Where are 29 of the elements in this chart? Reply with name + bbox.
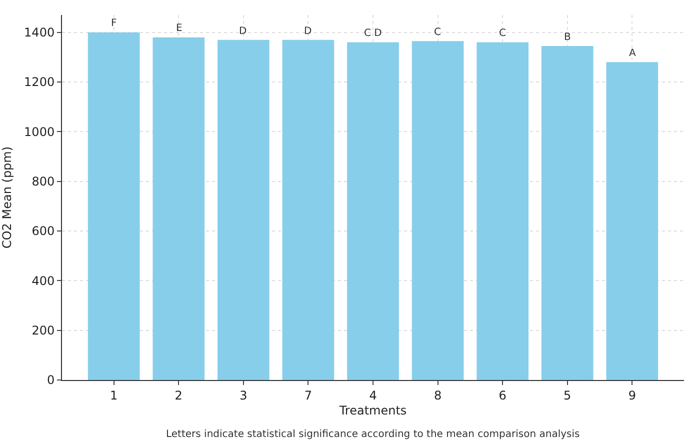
annotation: C	[434, 27, 441, 38]
y-tick-label: 400	[32, 274, 55, 288]
x-tick-label: 4	[369, 388, 377, 402]
y-tick-label: 600	[32, 224, 55, 238]
annotation: F	[111, 18, 117, 29]
annotation: E	[176, 23, 182, 34]
x-tick-label: 2	[174, 388, 182, 402]
y-tick-label: 1000	[24, 124, 55, 139]
annotation: D	[239, 26, 247, 37]
x-tick-label: 6	[498, 388, 506, 402]
x-tick-label: 3	[240, 388, 248, 402]
x-axis-title: Treatments	[338, 403, 407, 418]
y-tick-label: 1200	[24, 75, 55, 90]
annotation: B	[564, 32, 571, 43]
y-tick-label: 1400	[24, 26, 55, 40]
x-tick-label: 8	[434, 388, 442, 402]
text: Letters indicate statistical significance according to the mean comparison analysis	[166, 429, 580, 440]
annotation: C D	[364, 28, 382, 39]
y-tick-label: 0	[46, 373, 55, 388]
x-tick-label: 9	[628, 388, 636, 402]
y-axis-title: CO2 Mean (ppm)	[0, 146, 14, 249]
y-tick-label: 800	[32, 174, 55, 189]
annotation: D	[304, 26, 312, 37]
annotation: A	[629, 48, 636, 59]
x-tick-label: 5	[564, 388, 572, 402]
y-tick-label: 200	[32, 324, 55, 338]
x-tick-label: 1	[110, 388, 118, 402]
annotation: C	[499, 28, 506, 39]
x-tick-label: 7	[304, 388, 312, 402]
